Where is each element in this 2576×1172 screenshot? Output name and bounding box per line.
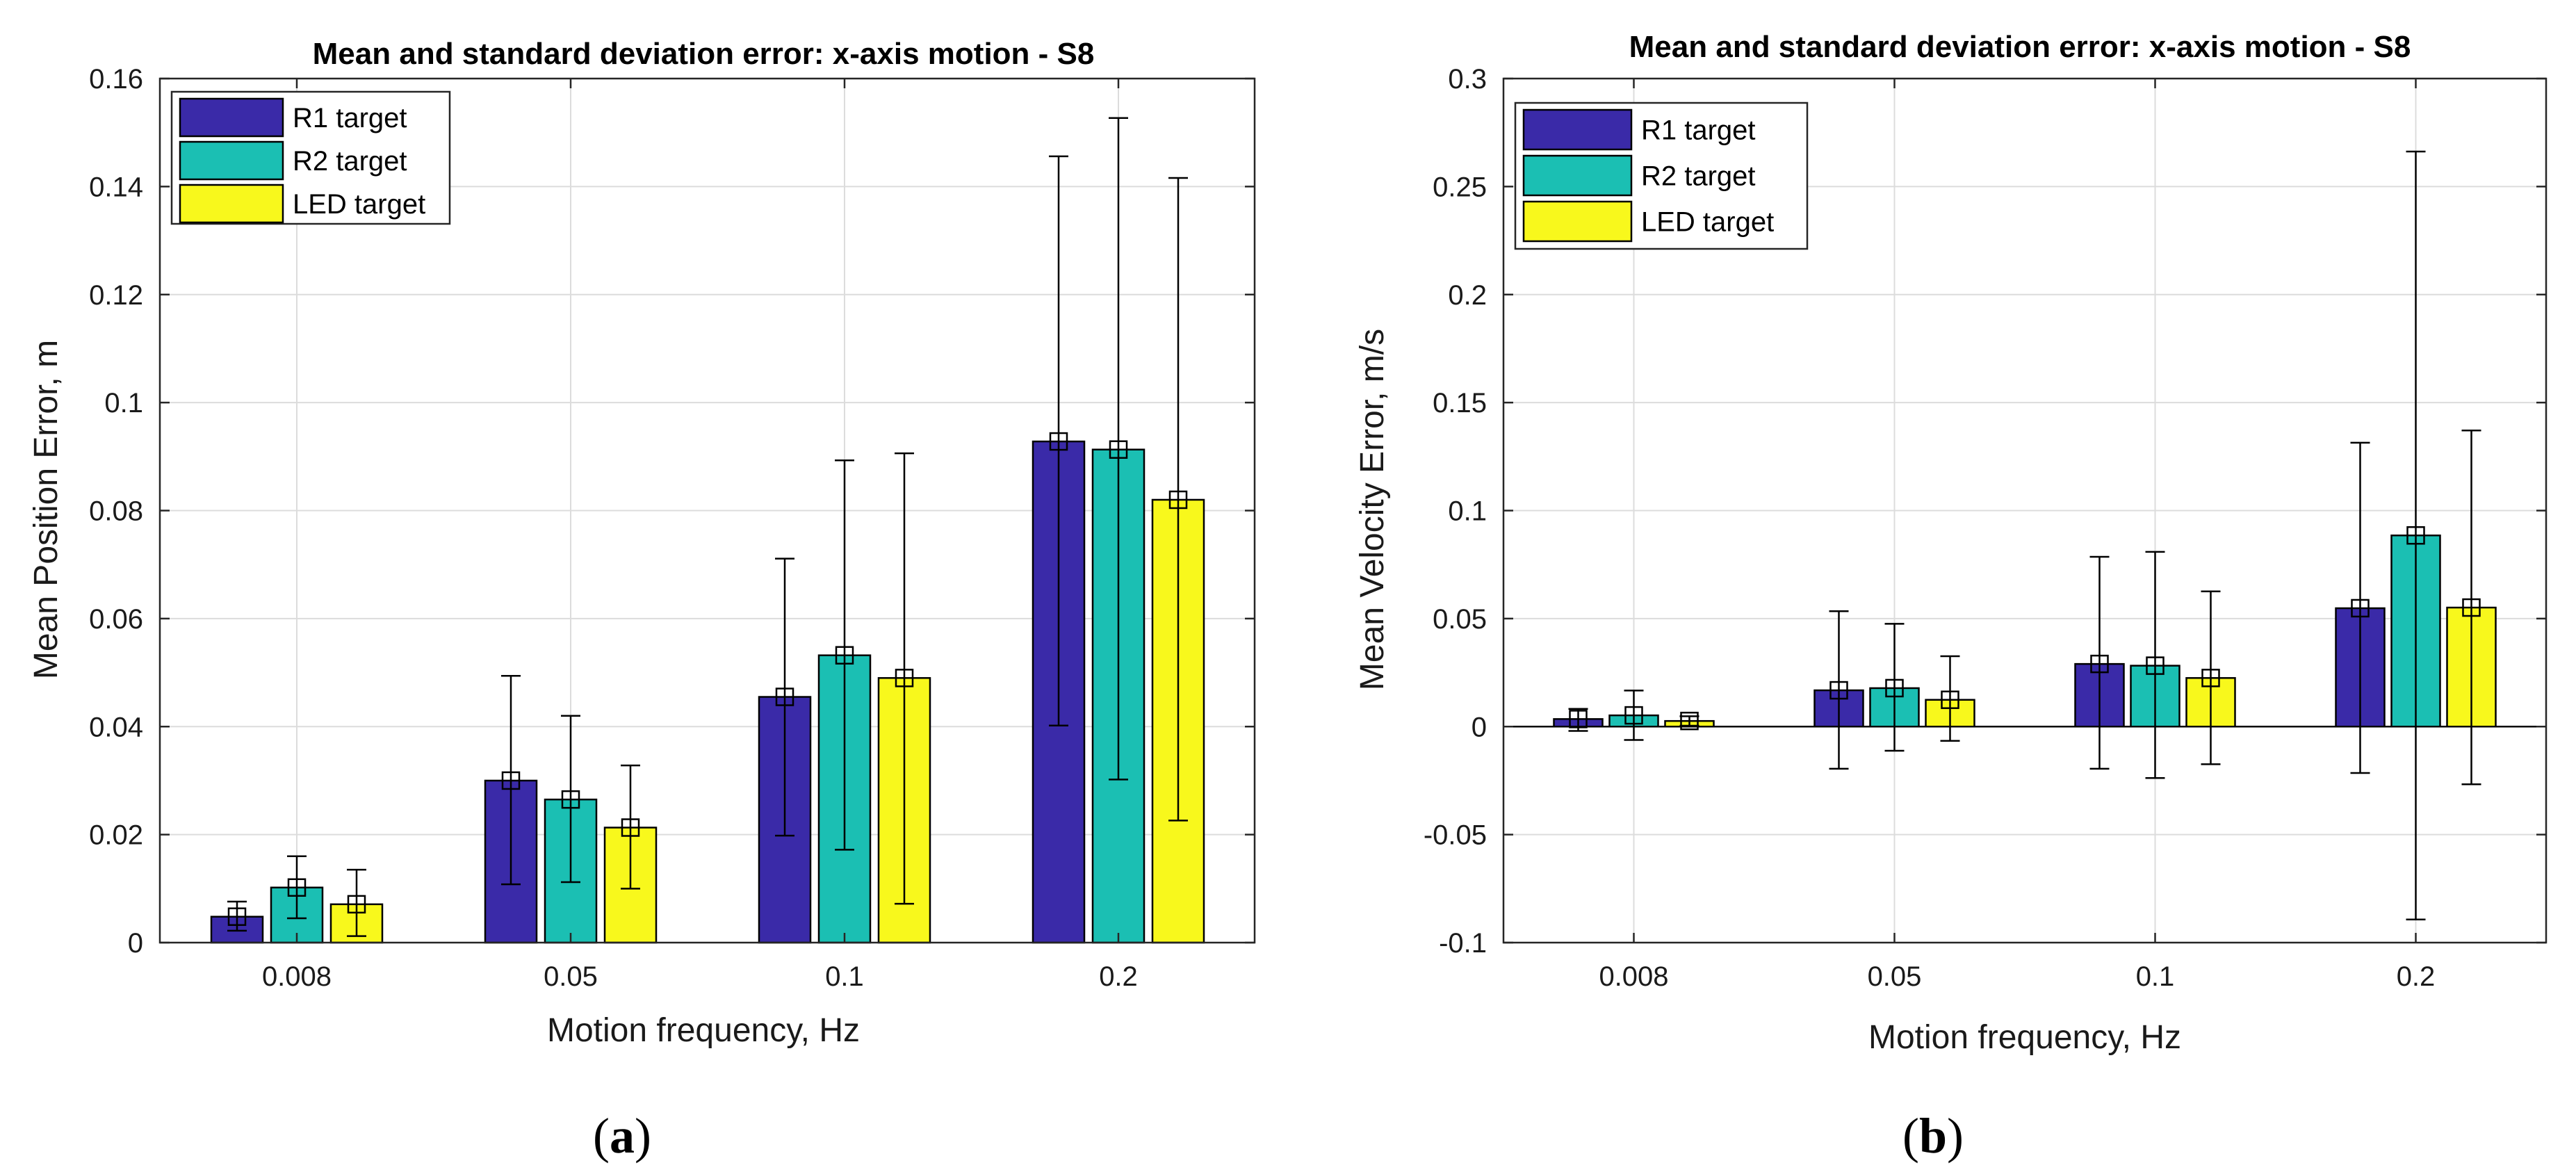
chart-a-xticks: 0.008 0.05 0.1 0.2 (262, 79, 1138, 992)
chart-b-xtick-label-2: 0.1 (2136, 961, 2175, 992)
chart-a-xlabel: Motion frequency, Hz (547, 1012, 860, 1049)
chart-b-ytick-label-2: 0 (1472, 712, 1487, 742)
chart-b-legend-swatch-1 (1522, 154, 1633, 197)
chart-b-caption-open: ( (1902, 1108, 1919, 1164)
chart-a-legend-label-2: LED target (293, 189, 425, 220)
chart-a-ytick-label-4: 0.08 (89, 496, 143, 527)
chart-b-errorbar-s1-c1 (1884, 623, 1905, 752)
chart-b-errorbar-s2-c0 (1679, 711, 1699, 731)
chart-a-legend-swatch-2 (179, 184, 284, 224)
chart-b-legend: R1 target R2 target LED target (1514, 101, 1809, 250)
chart-b-xtick-label-1: 0.05 (1868, 961, 1922, 992)
chart-a-yticks: 0 0.02 0.04 0.06 0.08 0.1 0.12 0.14 0.16 (89, 64, 1255, 959)
chart-b-caption: (b) (1902, 1108, 1964, 1164)
chart-a-errorbar-s1-c3 (1109, 117, 1128, 781)
chart-a-legend-swatch-1 (179, 140, 284, 181)
chart-b-legend-swatch-2 (1522, 200, 1633, 243)
chart-b-errorbar-s0-c0 (1568, 708, 1588, 732)
chart-b-xlabel: Motion frequency, Hz (1868, 1019, 2181, 1056)
chart-b-errorbar-s2-c3 (2461, 429, 2481, 786)
chart-b-ytick-label-5: 0.15 (1433, 388, 1487, 418)
chart-a-xtick-label-1: 0.05 (544, 961, 598, 992)
chart-a-errorbars (227, 117, 1188, 937)
chart-a-caption-letter: a (610, 1108, 635, 1164)
chart-a-ytick-label-6: 0.12 (89, 280, 143, 311)
chart-b-ytick-label-1: -0.05 (1424, 820, 1487, 851)
chart-a-errorbar-s1-c1 (561, 715, 580, 884)
chart-a-ytick-label-0: 0 (128, 928, 143, 959)
chart-b-ytick-label-4: 0.1 (1448, 496, 1487, 527)
chart-b-ytick-label-3: 0.05 (1433, 604, 1487, 635)
chart-a-errorbar-s0-c1 (501, 674, 521, 886)
chart-b-ytick-label-0: -0.1 (1439, 928, 1487, 959)
chart-b-ytick-label-7: 0.25 (1433, 172, 1487, 202)
chart-b-errorbar-s1-c2 (2145, 551, 2165, 779)
chart-b-xticks: 0.008 0.05 0.1 0.2 (1599, 79, 2435, 992)
chart-a-xtick-label-0: 0.008 (262, 961, 332, 992)
chart-b-caption-close: ) (1947, 1108, 1964, 1164)
chart-a-bars (210, 440, 1205, 944)
panel-a: Mean and standard deviation error: x-axi… (28, 37, 1256, 1164)
chart-b-bars (1553, 534, 2497, 728)
chart-a-legend-label-0: R1 target (293, 103, 407, 133)
chart-b-errorbar-s0-c3 (2350, 441, 2370, 774)
chart-a-caption: (a) (593, 1108, 651, 1164)
chart-b-errorbar-s0-c1 (1829, 610, 1849, 770)
chart-a-ytick-label-8: 0.16 (89, 64, 143, 95)
chart-a-ytick-label-1: 0.02 (89, 820, 143, 851)
chart-a-errorbar-s0-c2 (775, 557, 794, 837)
chart-a-errorbar-s1-c0 (287, 855, 307, 920)
chart-a-xtick-label-2: 0.1 (825, 961, 864, 992)
panel-b: Mean and standard deviation error: x-axi… (1354, 30, 2548, 1164)
chart-a-errorbar-s1-c2 (835, 459, 854, 851)
chart-b-ylabel: Mean Velocity Error, m/s (1354, 329, 1391, 690)
chart-b-legend-label-0: R1 target (1641, 115, 1756, 146)
chart-b-errorbars (1568, 150, 2481, 920)
chart-a-ytick-label-7: 0.14 (89, 172, 143, 202)
chart-b-errorbar-s0-c2 (2089, 555, 2110, 770)
chart-a-ytick-label-3: 0.06 (89, 604, 143, 635)
chart-b-yticks: -0.1 -0.05 0 0.05 0.1 0.15 0.2 0.25 0.3 (1424, 64, 2546, 959)
chart-b-legend-swatch-0 (1522, 108, 1633, 151)
chart-a-ylabel: Mean Position Error, m (28, 340, 65, 679)
chart-a-ytick-label-2: 0.04 (89, 712, 143, 742)
chart-a-legend: R1 target R2 target LED target (170, 90, 451, 225)
chart-a-title: Mean and standard deviation error: x-axi… (313, 37, 1095, 71)
chart-a-errorbar-s2-c3 (1168, 177, 1188, 822)
chart-b-xtick-label-3: 0.2 (2397, 961, 2436, 992)
chart-b-errorbar-s2-c2 (2201, 590, 2221, 765)
chart-a-xtick-label-3: 0.2 (1099, 961, 1138, 992)
chart-b-legend-label-1: R2 target (1641, 161, 1756, 192)
chart-b-errorbar-s2-c1 (1940, 655, 1960, 742)
chart-b-xtick-label-0: 0.008 (1599, 961, 1668, 992)
chart-b-ytick-label-8: 0.3 (1448, 64, 1487, 95)
chart-a-errorbar-s0-c3 (1049, 155, 1068, 726)
chart-a-caption-open: ( (593, 1108, 610, 1164)
chart-b-title: Mean and standard deviation error: x-axi… (1629, 30, 2411, 64)
chart-a-errorbar-s2-c2 (895, 452, 914, 905)
chart-b-legend-label-2: LED target (1641, 207, 1774, 238)
chart-a-legend-label-1: R2 target (293, 146, 407, 177)
chart-a-errorbar-s2-c0 (347, 868, 366, 937)
chart-a-errorbar-s2-c1 (621, 764, 640, 890)
chart-b-ytick-label-6: 0.2 (1448, 280, 1487, 311)
chart-a-ytick-label-5: 0.1 (104, 388, 143, 418)
chart-b-errorbar-s1-c0 (1624, 690, 1644, 741)
chart-a-legend-swatch-0 (179, 97, 284, 138)
chart-b-errorbar-s1-c3 (2406, 150, 2426, 920)
chart-a-caption-close: ) (635, 1108, 651, 1164)
chart-b-caption-letter: b (1919, 1108, 1947, 1164)
chart-a-errorbar-s0-c0 (227, 900, 247, 932)
